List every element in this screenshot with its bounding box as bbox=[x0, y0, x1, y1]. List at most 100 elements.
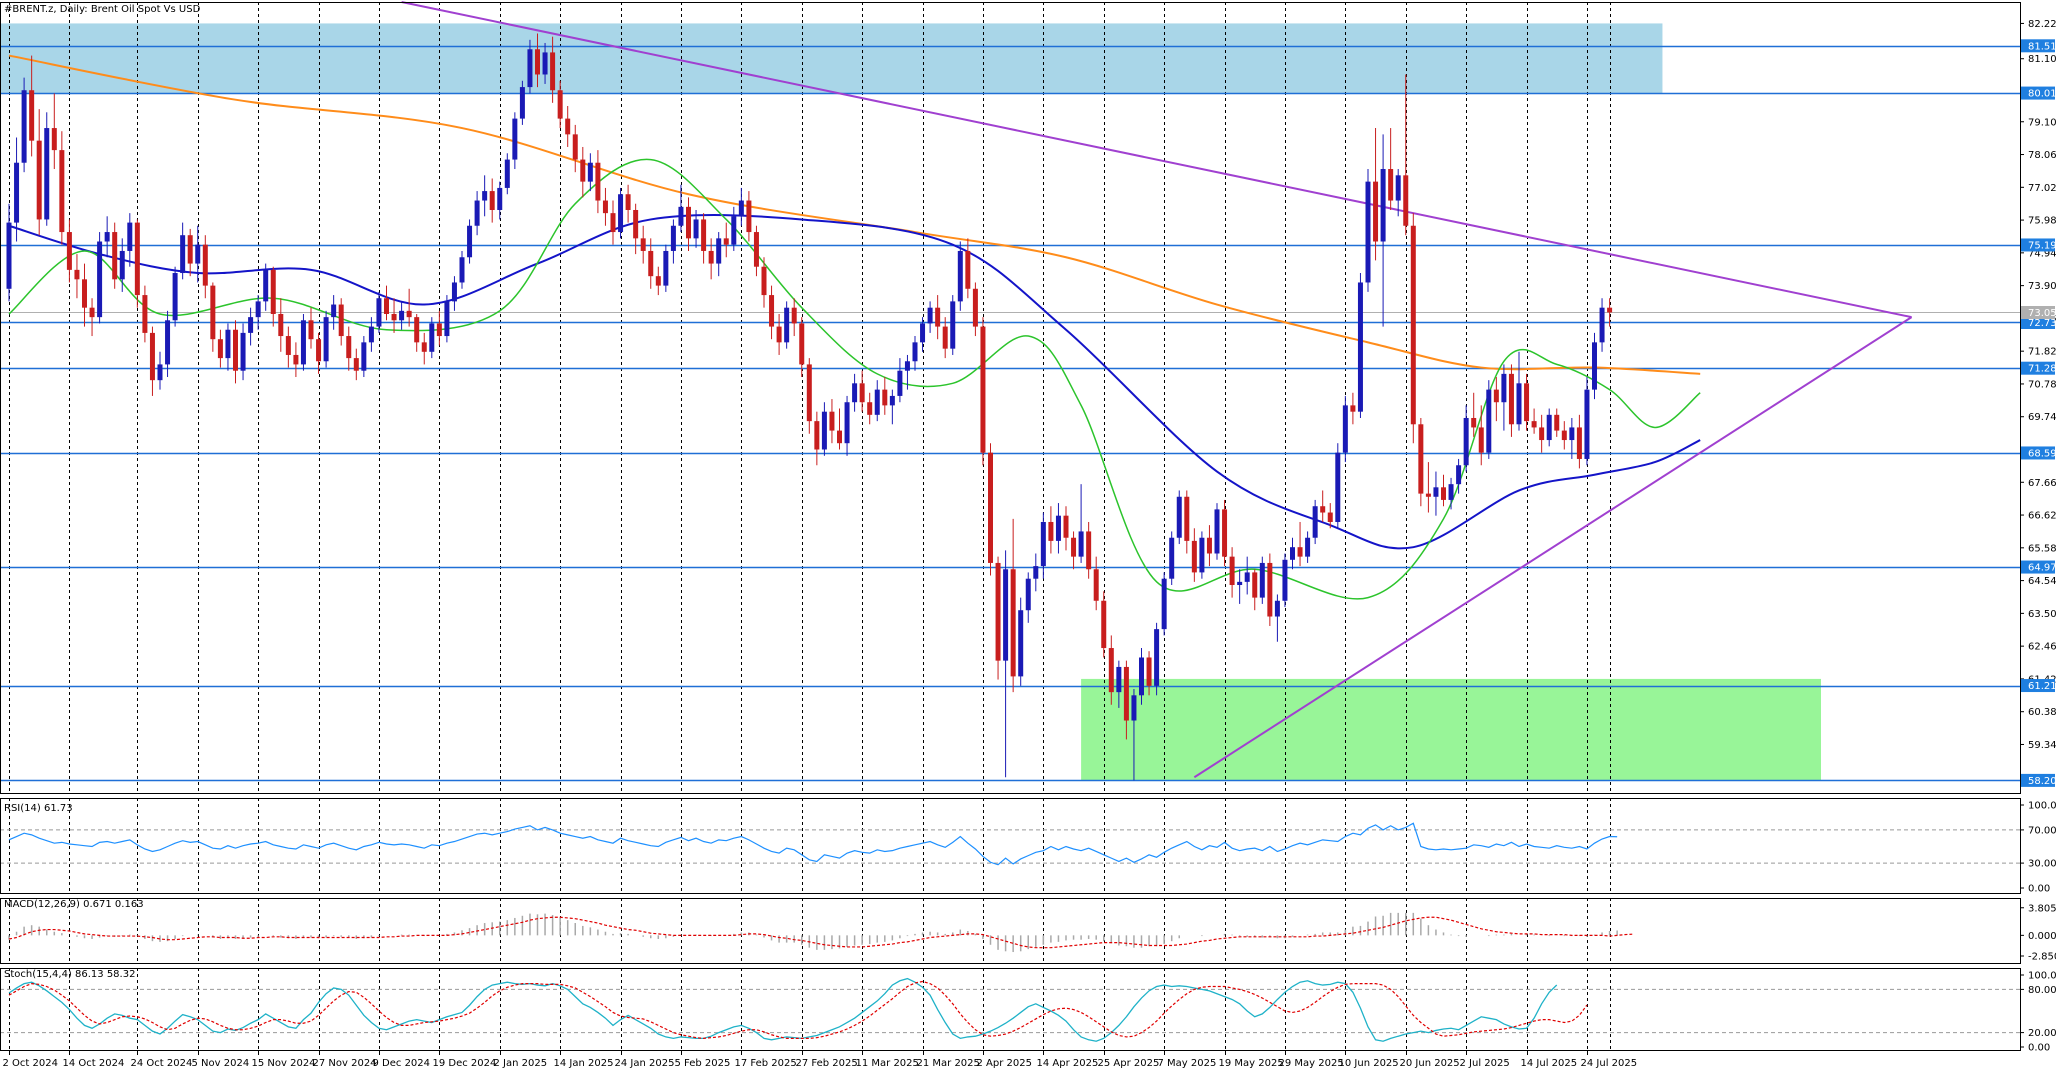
candle-body bbox=[746, 200, 752, 233]
price-tick-label: 66.62 bbox=[2028, 511, 2056, 522]
candle-body bbox=[1206, 537, 1212, 554]
candle-body bbox=[776, 326, 782, 343]
candle-body bbox=[1607, 307, 1613, 313]
candle-body bbox=[512, 118, 518, 160]
candle-body bbox=[980, 326, 986, 453]
time-tick-label: 19 Dec 2024 bbox=[433, 1058, 497, 1069]
candle-body bbox=[1335, 452, 1341, 522]
level-tag bbox=[2021, 39, 2055, 53]
rsi-tick-label: 0.00 bbox=[2028, 884, 2050, 895]
candle-body bbox=[1516, 383, 1522, 425]
candle-body bbox=[1093, 569, 1099, 601]
macd-title: MACD(12,26,9) 0.671 0.163 bbox=[4, 899, 144, 910]
rsi-pane[interactable]: RSI(14) 61.73 bbox=[0, 803, 2020, 866]
time-tick-label: 7 May 2025 bbox=[1158, 1058, 1217, 1069]
level-tag-label: 72.73 bbox=[2028, 318, 2056, 329]
candle-body bbox=[44, 128, 50, 220]
candle-body bbox=[995, 562, 1001, 661]
candle-body bbox=[1229, 556, 1235, 586]
candle-body bbox=[806, 364, 812, 422]
candle-body bbox=[323, 317, 329, 362]
time-tick-label: 2 Oct 2024 bbox=[3, 1058, 58, 1069]
rsi-tick-label: 100.00 bbox=[2028, 801, 2056, 812]
candle-body bbox=[678, 206, 684, 226]
candle-body bbox=[202, 244, 208, 286]
candle-body bbox=[165, 320, 171, 365]
candle-body bbox=[285, 336, 291, 355]
candle-body bbox=[1040, 521, 1046, 567]
stoch-pane[interactable]: Stoch(15,4,4) 86.13 58.32 bbox=[0, 969, 2020, 1042]
candle-body bbox=[1055, 515, 1061, 541]
macd-signal-line bbox=[8, 916, 1633, 949]
time-tick-label: 17 Feb 2025 bbox=[735, 1058, 797, 1069]
stoch-tick-label: 0.00 bbox=[2028, 1043, 2050, 1054]
time-tick-label: 27 Feb 2025 bbox=[796, 1058, 858, 1069]
candle-body bbox=[1139, 657, 1144, 696]
candle-body bbox=[519, 87, 525, 119]
candle-body bbox=[217, 339, 223, 359]
candle-body bbox=[1599, 307, 1605, 343]
price-tick-label: 82.22 bbox=[2028, 19, 2056, 30]
candle-body bbox=[1508, 373, 1514, 425]
candle-body bbox=[187, 235, 193, 264]
candle-body bbox=[1297, 547, 1303, 557]
candle-body bbox=[791, 307, 797, 324]
candle-body bbox=[542, 52, 548, 75]
chart-title: #BRENT.z, Daily: Brent Oil Spot Vs USD bbox=[4, 4, 201, 15]
candle-body bbox=[1169, 537, 1175, 579]
candle-body bbox=[1456, 465, 1462, 485]
candle-body bbox=[912, 342, 918, 362]
candle-body bbox=[1191, 540, 1197, 573]
time-tick-label: 19 May 2025 bbox=[1219, 1058, 1284, 1069]
candle-body bbox=[1214, 509, 1220, 554]
candle-body bbox=[1471, 417, 1477, 428]
level-tag-label: 81.51 bbox=[2028, 41, 2056, 52]
time-axis[interactable]: 2 Oct 2024 14 Oct 2024 24 Oct 2024 5 Nov 20… bbox=[3, 1050, 1638, 1069]
candle-body bbox=[278, 313, 284, 337]
candle-body bbox=[1327, 512, 1333, 522]
price-tick-label: 69.74 bbox=[2028, 412, 2056, 423]
candle-body bbox=[89, 307, 95, 318]
candle-body bbox=[74, 269, 80, 280]
macd-pane[interactable]: MACD(12,26,9) 0.671 0.163 bbox=[4, 899, 1633, 953]
price-tick-label: 64.54 bbox=[2028, 576, 2056, 587]
macd-tick-label: 3.805 bbox=[2028, 903, 2056, 914]
candle-body bbox=[738, 200, 744, 217]
candle-body bbox=[1493, 389, 1499, 403]
candle-body bbox=[1018, 610, 1024, 677]
candle-body bbox=[1546, 414, 1552, 441]
price-tick-label: 81.10 bbox=[2028, 54, 2056, 65]
candle-body bbox=[1486, 389, 1492, 453]
candle-body bbox=[1478, 427, 1484, 453]
candle-body bbox=[1071, 537, 1077, 557]
price-tick-label: 71.82 bbox=[2028, 347, 2056, 358]
candle-body bbox=[1357, 282, 1363, 412]
candle-body bbox=[1033, 566, 1039, 579]
candle-body bbox=[1433, 487, 1439, 497]
candle-body bbox=[29, 90, 35, 141]
time-tick-label: 20 Jun 2025 bbox=[1400, 1058, 1460, 1069]
time-tick-label: 14 Oct 2024 bbox=[63, 1058, 125, 1069]
candle-body bbox=[1146, 657, 1152, 686]
candle-body bbox=[1108, 648, 1114, 693]
price-tick-label: 79.10 bbox=[2028, 117, 2056, 128]
candle-body bbox=[172, 273, 178, 321]
price-tick-label: 77.02 bbox=[2028, 183, 2056, 194]
price-tick-label: 73.90 bbox=[2028, 281, 2056, 292]
candle-body bbox=[1131, 695, 1137, 721]
price-pane[interactable]: #BRENT.z, Daily: Brent Oil Spot Vs USD bbox=[0, 1, 2020, 1050]
candle-body bbox=[474, 200, 480, 226]
candle-body bbox=[467, 225, 473, 258]
candle-body bbox=[1274, 600, 1280, 617]
candle-body bbox=[1176, 496, 1182, 538]
macd-layer bbox=[8, 912, 1633, 953]
price-tick-label: 62.46 bbox=[2028, 642, 2056, 653]
candle-body bbox=[384, 298, 389, 314]
candle-body bbox=[180, 235, 186, 274]
candle-body bbox=[429, 323, 435, 352]
price-tick-label: 63.50 bbox=[2028, 609, 2056, 620]
rsi-tick-label: 30.00 bbox=[2028, 859, 2056, 870]
price-axis[interactable]: 82.22 81.10 79.10 78.06 77.02 75.98 74.94 73.90… bbox=[2020, 19, 2056, 1054]
level-tag-label: 75.19 bbox=[2028, 240, 2056, 251]
